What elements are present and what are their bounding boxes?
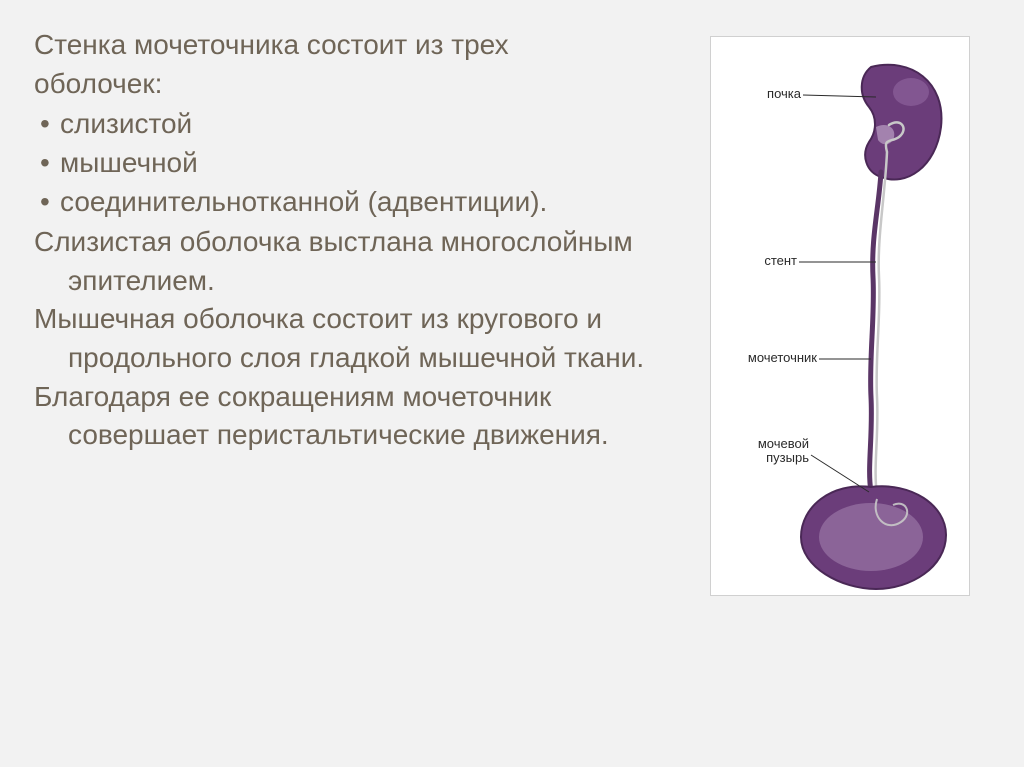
anatomy-diagram: почка стент мочеточник мочевой пузырь — [710, 36, 970, 596]
bladder-shape — [801, 486, 946, 589]
bullet-text: слизистой — [60, 108, 192, 139]
label-bladder-l2: пузырь — [766, 450, 809, 465]
label-ureter: мочеточник — [721, 351, 817, 365]
bullet-item: мышечной — [34, 144, 680, 183]
label-bladder-l1: мочевой — [758, 436, 809, 451]
label-bladder: мочевой пузырь — [721, 437, 809, 466]
bullet-text: мышечной — [60, 147, 198, 178]
paragraph-2: Мышечная оболочка состоит из кругового и… — [34, 300, 680, 377]
diagram-column: почка стент мочеточник мочевой пузырь — [690, 26, 990, 747]
bullet-text: соединительнотканной (адвентиции). — [60, 186, 547, 217]
diagram-svg — [711, 37, 971, 597]
text-column: Стенка мочеточника состоит из трех оболо… — [34, 26, 680, 747]
bullet-list: слизистой мышечной соединительнотканной … — [34, 105, 680, 221]
label-stent: стент — [721, 254, 797, 268]
bullet-item: соединительнотканной (адвентиции). — [34, 183, 680, 222]
kidney-shape — [862, 65, 942, 180]
heading-line-1: Стенка мочеточника состоит из трех — [34, 29, 509, 60]
bullet-item: слизистой — [34, 105, 680, 144]
label-kidney: почка — [721, 87, 801, 101]
heading-line-2: оболочек: — [34, 68, 162, 99]
slide: Стенка мочеточника состоит из трех оболо… — [0, 0, 1024, 767]
paragraph-1: Слизистая оболочка выстлана многослойным… — [34, 223, 680, 300]
paragraph-3: Благодаря ее сокращениям мочеточник сове… — [34, 378, 680, 455]
heading: Стенка мочеточника состоит из трех оболо… — [34, 26, 680, 103]
